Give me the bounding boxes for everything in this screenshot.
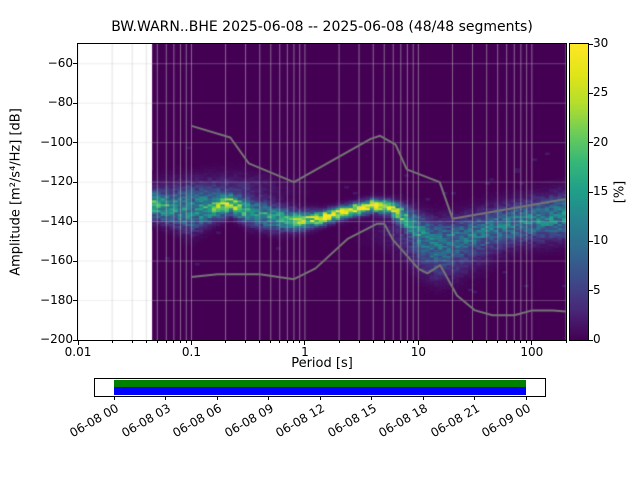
x-minor-tick-mark [165,341,167,343]
y-tick-label: −140 [40,213,73,228]
date-tick-label: 06-08 00 [67,401,121,441]
x-tick-mark [190,341,192,345]
x-minor-tick-mark [173,341,175,343]
x-minor-tick-mark [131,341,133,343]
date-tick-label: 06-08 15 [324,401,379,441]
x-tick-mark [531,341,533,345]
x-minor-tick-mark [506,341,508,343]
x-minor-tick-mark [486,341,488,343]
colorbar-canvas [569,43,589,341]
x-minor-tick-mark [259,341,261,343]
coverage-data-strip [114,380,526,387]
x-minor-tick-mark [497,341,499,343]
ppsd-heatmap-canvas [77,43,567,341]
colorbar-tick-label: 5 [593,282,601,297]
x-minor-tick-mark [299,341,301,343]
y-tick-label: −120 [40,174,73,189]
date-tick-mark [422,397,424,400]
plot-title: BW.WARN..BHE 2025-06-08 -- 2025-06-08 (4… [111,19,533,35]
colorbar-tick-mark [589,142,593,144]
colorbar-tick-label: 10 [593,233,609,248]
x-minor-tick-mark [392,341,394,343]
x-tick-mark [77,341,79,345]
date-tick-label: 06-08 18 [376,401,430,441]
x-minor-tick-mark [270,341,272,343]
date-tick-mark [319,397,321,400]
y-axis-label: Amplitude [m²/s⁴/Hz] [dB] [8,108,24,276]
y-tick-label: −80 [47,95,73,110]
x-minor-tick-mark [513,341,515,343]
x-minor-tick-mark [526,341,528,343]
y-tick-label: −100 [40,134,73,149]
date-tick-label: 06-09 00 [479,401,533,441]
x-minor-tick-mark [225,341,227,343]
colorbar-tick-mark [589,240,593,242]
x-minor-tick-mark [383,341,385,343]
x-tick-mark [304,341,306,345]
date-tick-mark [165,397,166,400]
colorbar-tick-label: 25 [593,85,609,100]
date-tick-label: 06-08 06 [170,401,224,441]
date-tick-mark [216,397,218,400]
y-tick-label: −200 [40,332,73,346]
colorbar-tick-label: 20 [593,134,609,149]
y-tick-label: −180 [40,292,73,307]
x-minor-tick-mark [185,341,187,343]
x-minor-tick-mark [472,341,474,343]
x-minor-tick-mark [412,341,414,343]
x-minor-tick-mark [245,341,247,343]
coverage-bar [94,378,546,397]
x-minor-tick-mark [565,341,567,343]
x-axis-label: Period [s] [291,356,353,371]
date-tick-label: 06-08 12 [273,401,327,441]
x-minor-tick-mark [452,341,454,343]
x-minor-tick-mark [156,341,158,343]
y-tick-label: −160 [40,253,73,268]
date-tick-label: 06-08 03 [118,401,173,441]
x-minor-tick-mark [179,341,181,343]
coverage-segments-strip [114,387,526,395]
colorbar-tick-mark [589,339,593,341]
date-tick-mark [371,397,372,400]
colorbar-tick-mark [589,191,593,193]
date-tick-mark [474,397,475,400]
x-minor-tick-mark [358,341,360,343]
date-tick-label: 06-08 21 [427,401,482,441]
x-minor-tick-mark [372,341,374,343]
colorbar-label: [%] [612,180,628,204]
x-minor-tick-mark [145,341,147,343]
date-tick-mark [268,397,269,400]
x-minor-tick-mark [406,341,408,343]
date-tick-label: 06-08 09 [221,401,276,441]
x-minor-tick-mark [286,341,288,343]
date-tick-mark [525,397,527,400]
colorbar-tick-label: 0 [593,332,601,346]
y-tick-label: −60 [47,55,73,70]
x-minor-tick-mark [400,341,402,343]
x-tick-mark [417,341,419,345]
colorbar-tick-mark [589,43,593,45]
x-minor-tick-mark [520,341,522,343]
colorbar-tick-mark [589,92,593,94]
colorbar-tick-label: 30 [593,36,609,50]
x-minor-tick-mark [293,341,295,343]
date-tick-mark [113,397,115,400]
x-minor-tick-mark [111,341,113,343]
x-minor-tick-mark [279,341,281,343]
colorbar-tick-mark [589,290,593,292]
x-minor-tick-mark [338,341,340,343]
